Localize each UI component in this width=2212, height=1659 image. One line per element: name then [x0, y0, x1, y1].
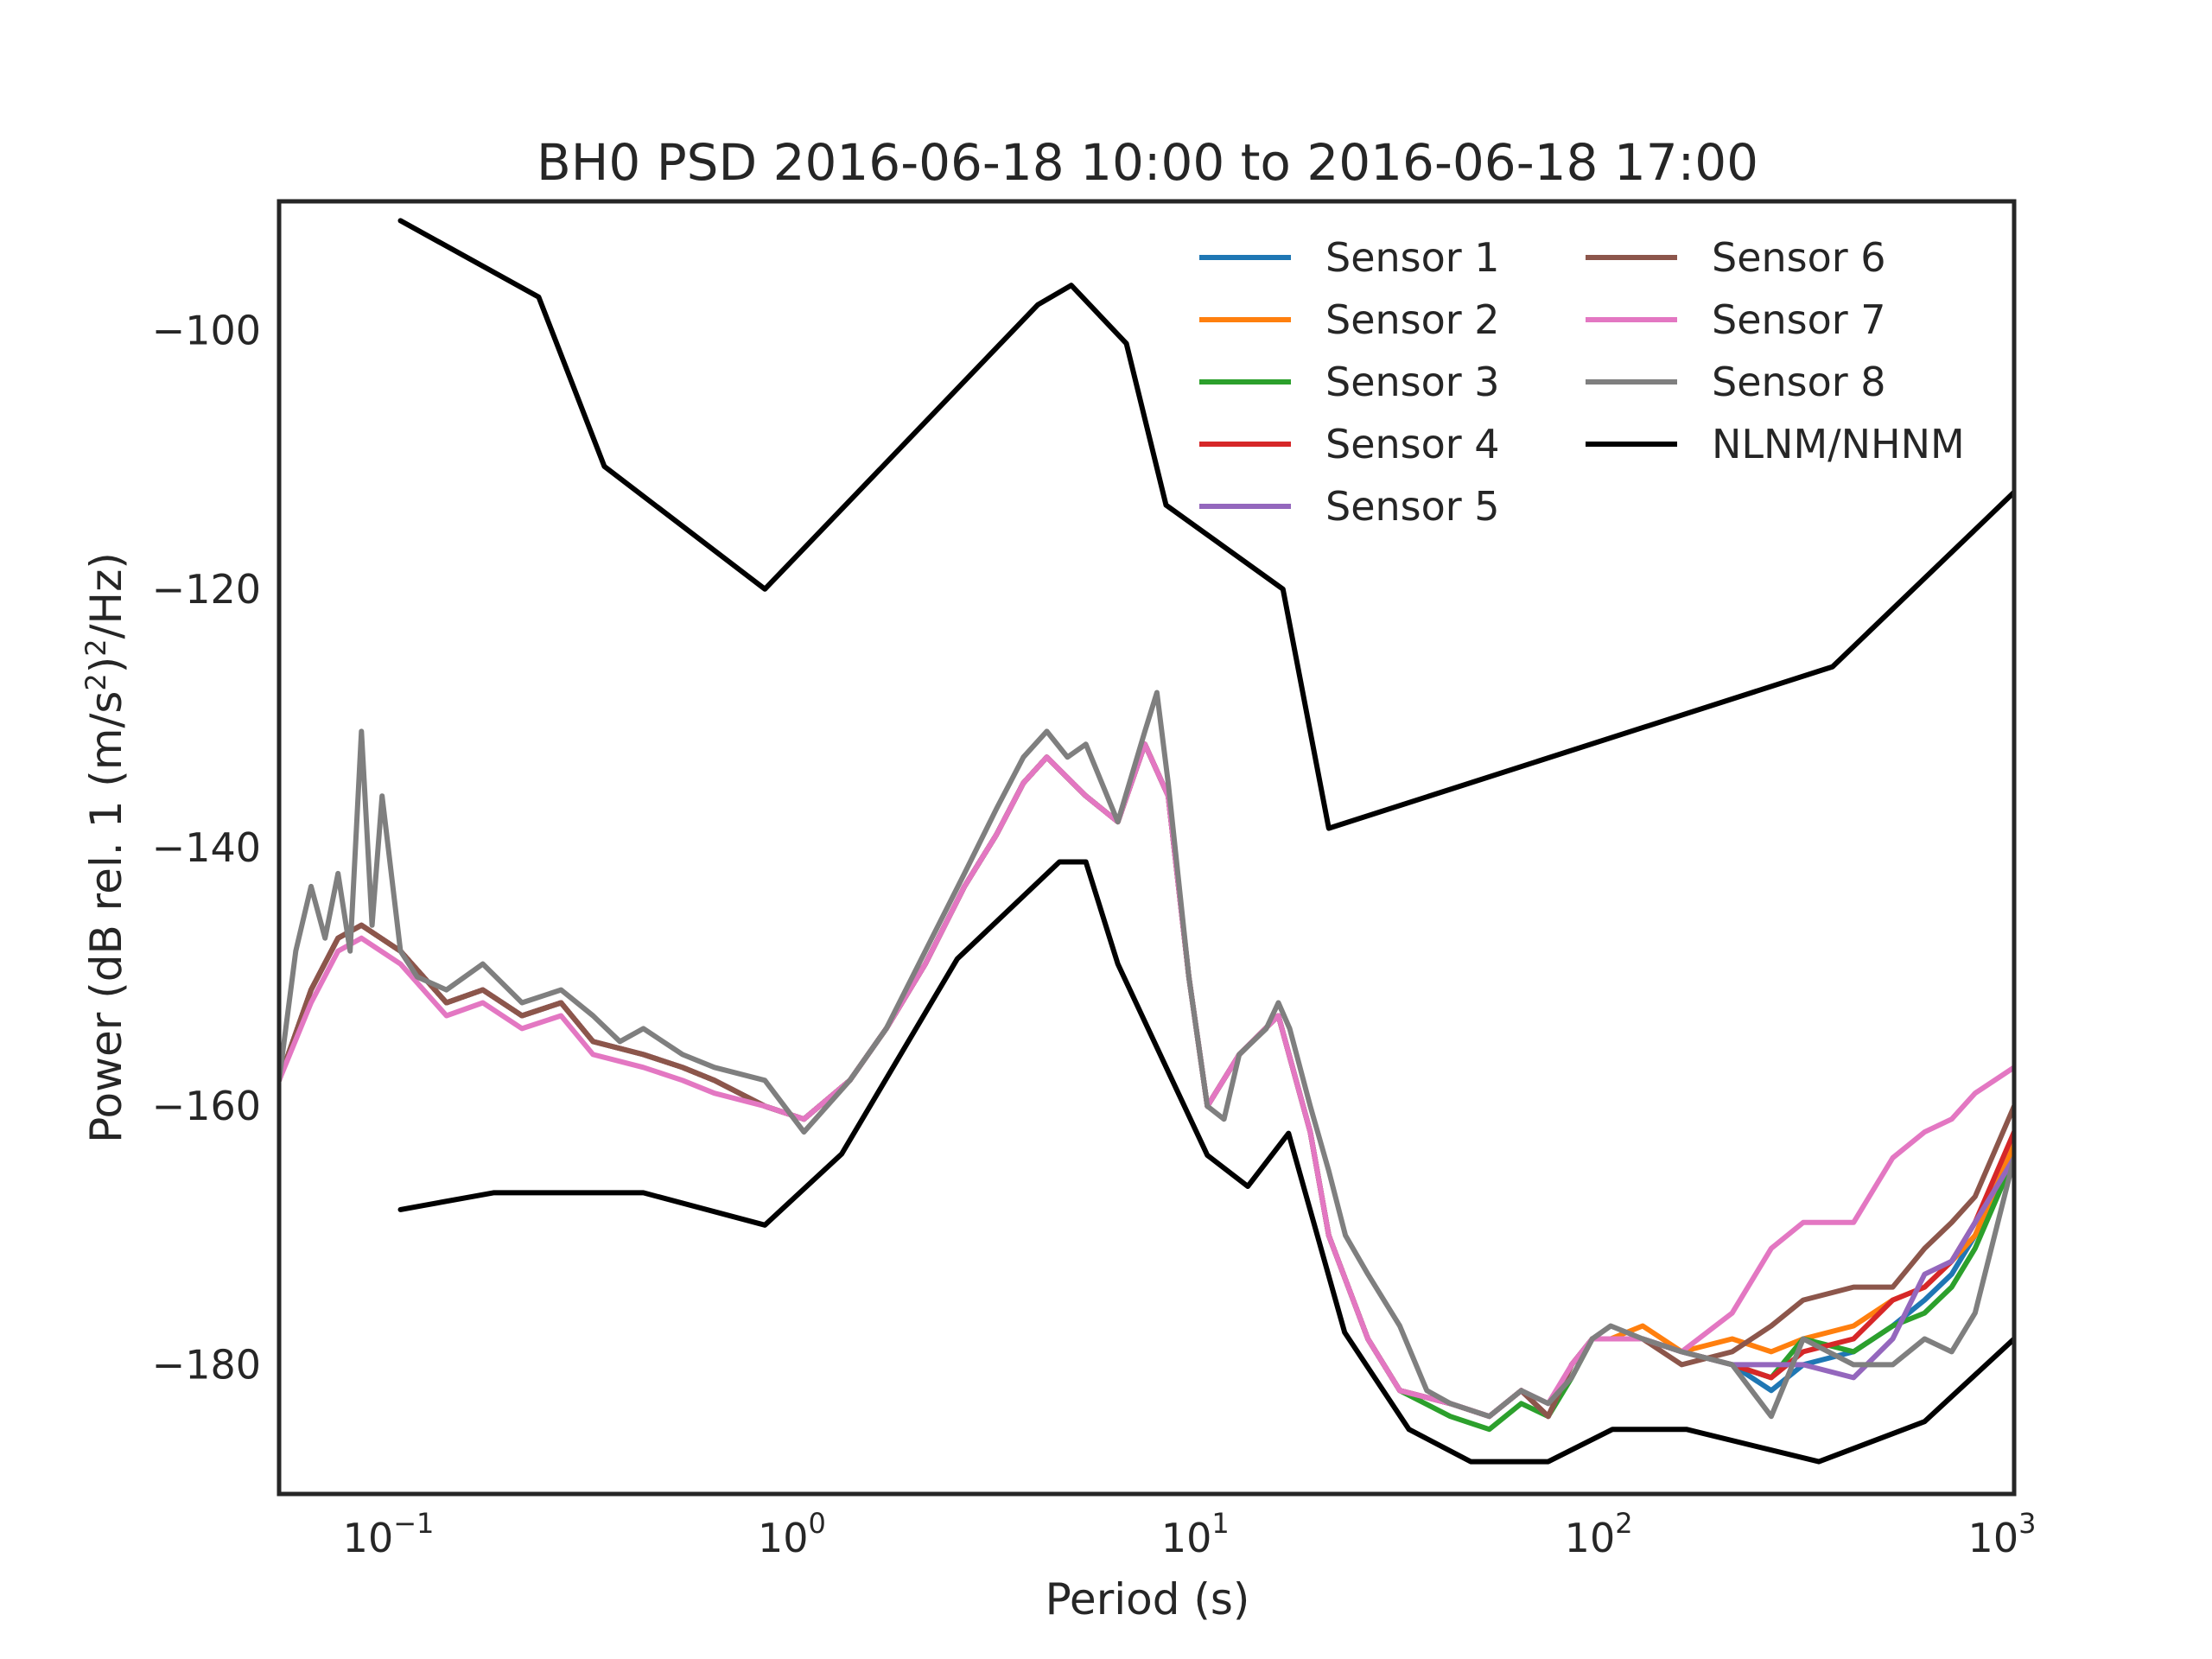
legend-label: Sensor 6: [1712, 234, 1886, 281]
x-tick-label: 10−1: [343, 1507, 435, 1561]
legend-item-sensor-7: Sensor 7: [1586, 296, 1886, 343]
legend-label: Sensor 8: [1712, 359, 1886, 405]
x-tick-label: 101: [1161, 1507, 1230, 1561]
y-axis-ticks: −100 −120 −140 −160 −180: [152, 308, 261, 1389]
series-layer: [279, 218, 2014, 1465]
legend-label: Sensor 4: [1325, 421, 1500, 467]
series-line-nlnm-nhnm-low: [397, 859, 2014, 1465]
legend-label: Sensor 3: [1325, 359, 1500, 405]
series-line-sensor-4: [279, 741, 2014, 1420]
legend-item-sensor-1: Sensor 1: [1199, 234, 1500, 281]
legend-item-sensor-3: Sensor 3: [1199, 359, 1500, 405]
legend-item-sensor-4: Sensor 4: [1199, 421, 1500, 467]
y-tick-label: −160: [152, 1083, 261, 1129]
x-tick-label: 103: [1968, 1507, 2037, 1561]
legend-label: Sensor 1: [1325, 234, 1500, 281]
y-tick-label: −100: [152, 308, 261, 354]
legend: Sensor 1 Sensor 2 Sensor 3 Sensor 4 Sensor 5…: [1199, 234, 1965, 530]
legend-item-sensor-5: Sensor 5: [1199, 483, 1500, 530]
legend-item-sensor-6: Sensor 6: [1586, 234, 1886, 281]
legend-label: Sensor 5: [1325, 483, 1500, 530]
x-tick-label: 100: [758, 1507, 826, 1561]
x-axis-label: Period (s): [1046, 1574, 1250, 1624]
series-line-nlnm-nhnm: [397, 218, 2014, 831]
y-tick-label: −120: [152, 566, 261, 613]
series-line-sensor-8: [279, 690, 2014, 1420]
plot-frame: [276, 199, 2017, 1497]
x-axis-ticks: 10−1 100 101 102 103: [343, 1507, 2037, 1561]
legend-item-sensor-8: Sensor 8: [1586, 359, 1886, 405]
series-line-sensor-7: [279, 741, 2014, 1420]
series-line-sensor-5: [279, 741, 2014, 1420]
x-tick-label: 102: [1565, 1507, 1633, 1561]
legend-item-nlnm-nhnm: NLNM/NHNM: [1586, 421, 1965, 467]
series-line-sensor-6: [279, 741, 2014, 1420]
series-line-sensor-1: [279, 741, 2014, 1420]
y-tick-label: −140: [152, 824, 261, 871]
legend-label: NLNM/NHNM: [1712, 421, 1965, 467]
legend-item-sensor-2: Sensor 2: [1199, 296, 1500, 343]
series-line-sensor-3: [279, 741, 2014, 1433]
legend-label: Sensor 7: [1712, 296, 1886, 343]
y-axis-label: Power (dB rel. 1 (m/s2)2/Hz): [79, 552, 131, 1143]
chart-title: BH0 PSD 2016-06-18 10:00 to 2016-06-18 1…: [537, 133, 1758, 192]
series-line-sensor-2: [279, 741, 2014, 1420]
y-tick-label: −180: [152, 1341, 261, 1388]
legend-label: Sensor 2: [1325, 296, 1500, 343]
